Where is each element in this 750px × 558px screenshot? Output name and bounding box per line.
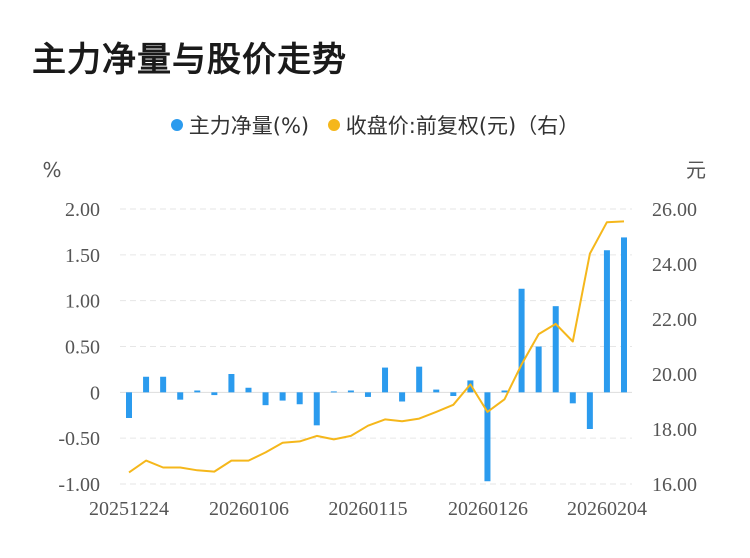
net-flow-bar xyxy=(484,392,491,482)
right-axis-unit: 元 xyxy=(686,158,706,182)
net-flow-bar xyxy=(450,392,457,396)
net-flow-bar xyxy=(330,391,337,393)
right-tick-label: 26.00 xyxy=(652,199,697,221)
net-flow-bar xyxy=(569,392,576,404)
x-tick-label: 20260126 xyxy=(448,498,528,520)
net-flow-bar xyxy=(399,392,406,402)
net-flow-bar xyxy=(262,392,269,406)
net-flow-bar xyxy=(313,392,320,426)
net-flow-bar xyxy=(552,306,559,393)
legend-net-label: 主力净量(%) xyxy=(188,114,310,138)
left-tick-label: 2.00 xyxy=(65,199,100,221)
left-axis-unit: % xyxy=(42,158,61,182)
chart-title: 主力净量与股价走势 xyxy=(32,40,347,80)
right-tick-label: 22.00 xyxy=(652,309,697,331)
legend-price-marker xyxy=(327,119,340,131)
legend-item-price[interactable]: 收盘价:前复权(元)（右） xyxy=(327,110,580,140)
net-flow-bar xyxy=(467,380,474,393)
left-tick-label: -1.00 xyxy=(58,474,100,496)
right-tick-label: 24.00 xyxy=(652,254,697,276)
net-flow-bar xyxy=(194,390,201,393)
x-tick-label: 20260106 xyxy=(209,498,289,520)
net-flow-bar xyxy=(177,392,184,400)
net-flow-bar xyxy=(296,392,303,405)
left-tick-label: 0 xyxy=(90,382,100,404)
net-flow-bar xyxy=(535,346,542,393)
net-flow-bar xyxy=(160,376,167,393)
x-tick-label: 20260115 xyxy=(328,498,407,520)
x-tick-label: 20251224 xyxy=(89,498,169,520)
left-tick-label: 1.50 xyxy=(65,245,100,267)
net-flow-bar xyxy=(279,392,286,401)
x-tick-label: 20260204 xyxy=(567,498,647,520)
legend-net-marker xyxy=(170,119,183,131)
net-flow-bar xyxy=(382,367,389,393)
left-tick-label: 1.00 xyxy=(65,291,100,313)
net-flow-bar xyxy=(621,237,627,393)
right-tick-label: 16.00 xyxy=(652,474,697,496)
left-tick-label: 0.50 xyxy=(65,337,100,359)
right-tick-label: 18.00 xyxy=(652,419,697,441)
net-flow-bar xyxy=(211,392,218,396)
net-flow-bar xyxy=(603,250,610,393)
net-flow-bar xyxy=(228,374,235,393)
legend: 主力净量(%) 收盘价:前复权(元)（右） xyxy=(0,110,750,140)
net-flow-bar xyxy=(416,366,423,393)
net-flow-bar xyxy=(364,392,371,397)
price-line xyxy=(128,220,625,474)
right-tick-label: 20.00 xyxy=(652,364,697,386)
legend-item-net[interactable]: 主力净量(%) xyxy=(170,110,310,140)
net-flow-bar xyxy=(518,288,525,393)
net-flow-bar xyxy=(143,376,150,393)
legend-price-label: 收盘价:前复权(元)（右） xyxy=(345,114,580,138)
net-flow-bar xyxy=(347,390,354,393)
left-tick-label: -0.50 xyxy=(58,428,100,450)
net-flow-bar xyxy=(245,387,252,393)
net-flow-bar xyxy=(126,392,132,418)
net-flow-bar xyxy=(586,392,593,429)
net-flow-bar xyxy=(501,390,508,393)
net-flow-bar xyxy=(433,389,440,393)
